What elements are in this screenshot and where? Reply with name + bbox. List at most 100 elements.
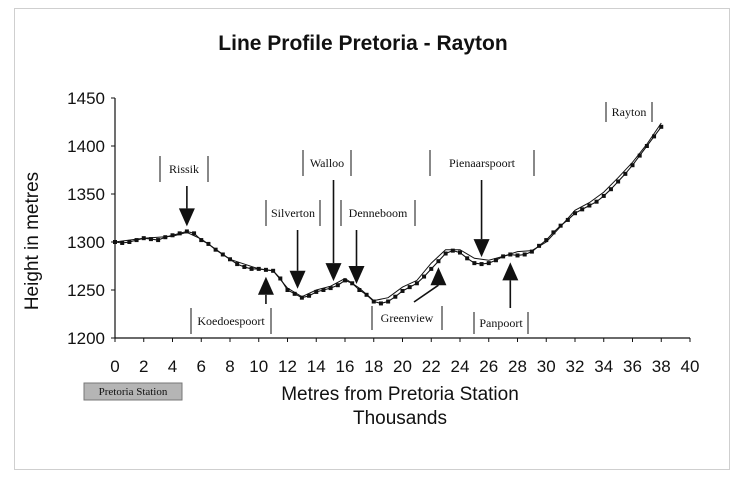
x-tick-label: 14 (307, 357, 326, 376)
x-tick-label: 20 (393, 357, 412, 376)
data-point (393, 294, 398, 299)
data-point (472, 261, 477, 266)
data-point (443, 251, 448, 256)
y-tick-label: 1300 (67, 233, 105, 252)
data-point (307, 293, 312, 298)
annotation-label: Denneboom (349, 206, 408, 220)
data-point (357, 288, 362, 292)
chart-title: Line Profile Pretoria - Rayton (218, 32, 507, 55)
annotation-arrow-head (178, 208, 195, 227)
plot-area (114, 98, 690, 339)
data-point (242, 264, 247, 269)
x-tick-label: 34 (594, 357, 613, 376)
annotation-pienaarspoort: Pienaarspoort (429, 150, 535, 258)
annotation-layer: Rissik Koedoespoort Silverton Walloo Dennebo… (159, 102, 653, 334)
data-point (328, 286, 333, 291)
data-point (299, 295, 304, 300)
y-tick-label: 1450 (67, 89, 105, 108)
x-tick-label: 16 (336, 357, 355, 376)
data-point (177, 231, 182, 236)
data-point (522, 252, 527, 257)
annotation-arrow-head (502, 262, 519, 281)
x-tick-label: 22 (422, 357, 441, 376)
y-tick-label: 1200 (67, 329, 105, 348)
annotation-rayton: Rayton (605, 102, 653, 122)
data-point (623, 171, 628, 176)
data-point (637, 153, 642, 158)
data-point (184, 229, 189, 234)
data-point (458, 250, 462, 255)
series-layer (113, 122, 664, 306)
data-point (156, 238, 161, 243)
annotation-arrow-head (430, 267, 447, 286)
data-point (544, 238, 549, 243)
data-point (314, 289, 319, 294)
data-point (371, 299, 376, 304)
data-point (565, 217, 570, 222)
data-point (429, 266, 434, 271)
y-tick-label: 1250 (67, 281, 105, 300)
data-point (465, 256, 470, 261)
data-point (450, 248, 455, 253)
x-tick-label: 38 (652, 357, 671, 376)
y-axis-ticks: 1200 1250 1300 1350 1400 1450 (67, 89, 115, 348)
x-axis-ticks: 0 2 4 6 8 10 12 14 16 18 20 22 24 26 28 30 32 34 36 38 40 (110, 338, 699, 376)
data-point (486, 261, 491, 266)
annotation-arrow-head (348, 266, 365, 284)
x-tick-label: 12 (278, 357, 297, 376)
data-point (249, 266, 254, 271)
data-point (278, 276, 283, 281)
annotation-label: Rayton (612, 105, 647, 119)
data-point (335, 283, 340, 288)
data-point (616, 179, 621, 184)
y-tick-label: 1400 (67, 137, 105, 156)
annotation-greenview: Greenview (371, 267, 447, 330)
data-point (386, 299, 391, 304)
annotation-silverton: Silverton (265, 200, 321, 289)
annotation-label: Rissik (169, 162, 199, 176)
annotation-label: Silverton (271, 206, 315, 220)
data-point (400, 288, 405, 293)
legend: Pretoria Station (83, 382, 183, 401)
data-point (321, 288, 326, 292)
legend-box (83, 382, 183, 401)
annotation-arrow-shaft (413, 284, 439, 303)
data-point (148, 237, 153, 242)
x-tick-label: 10 (249, 357, 268, 376)
annotation-koedoespoort: Koedoespoort (190, 276, 274, 334)
x-tick-label: 8 (225, 357, 234, 376)
data-point (292, 291, 297, 296)
x-tick-label: 0 (110, 357, 119, 376)
x-tick-label: 18 (364, 357, 383, 376)
data-point (343, 278, 347, 283)
data-point (644, 144, 649, 148)
x-tick-label: 36 (623, 357, 642, 376)
data-point (422, 274, 427, 279)
data-point (529, 249, 534, 254)
plot-background (115, 98, 690, 338)
data-point (134, 238, 139, 243)
annotation-walloo: Walloo (302, 150, 352, 282)
y-axis-title: Height in metres (22, 172, 43, 310)
data-point (192, 231, 197, 236)
data-point (587, 203, 592, 208)
data-point (235, 262, 240, 267)
x-tick-label: 24 (451, 357, 470, 376)
x-tick-label: 4 (168, 357, 177, 376)
data-point (580, 207, 585, 212)
data-point (170, 233, 175, 238)
annotation-denneboom: Denneboom (340, 200, 416, 284)
data-point (378, 301, 383, 306)
data-point (407, 285, 412, 290)
data-point (414, 281, 419, 286)
x-tick-label: 28 (508, 357, 527, 376)
annotation-panpoort: Panpoort (473, 262, 529, 334)
annotation-label: Panpoort (479, 316, 523, 330)
x-axis-title: Metres from Pretoria Station (281, 384, 519, 405)
data-point (558, 223, 563, 228)
x-axis-units: Thousands (353, 408, 447, 429)
data-point (601, 193, 606, 198)
data-point (573, 211, 577, 216)
y-tick-label: 1350 (67, 185, 105, 204)
